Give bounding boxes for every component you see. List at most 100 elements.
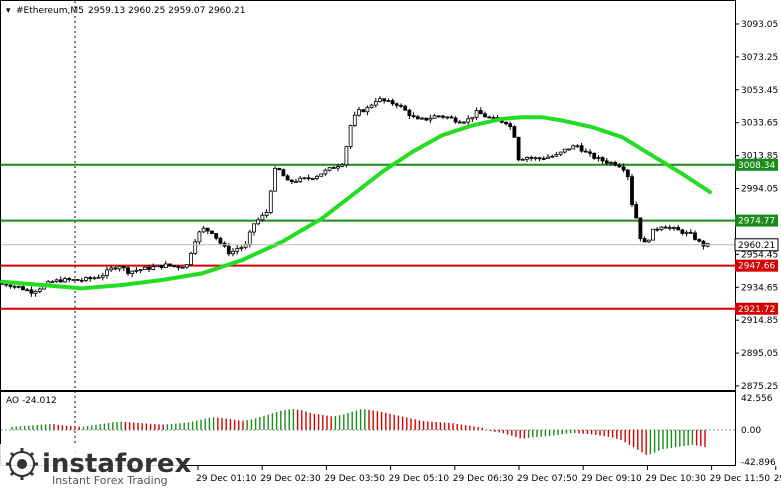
candle-body xyxy=(268,190,273,213)
candle-body xyxy=(138,269,143,271)
level-label: 3008.34 xyxy=(738,161,775,171)
candle-body xyxy=(21,286,25,291)
candle-body xyxy=(596,157,601,159)
candle-body xyxy=(302,177,307,180)
candle-body xyxy=(336,165,340,169)
candle-body xyxy=(210,230,214,234)
price-tick-label: 3053.45 xyxy=(741,86,778,96)
candle-body xyxy=(579,145,584,152)
candle-body xyxy=(546,156,550,159)
candle-body xyxy=(386,100,391,102)
time-tick-label: 29 Dec 05:10 xyxy=(389,474,450,484)
price-tick-label: 3013.85 xyxy=(741,152,778,162)
current-price-box xyxy=(734,238,779,252)
candle-body xyxy=(109,267,114,271)
time-tick-label: 29 Dec 07:50 xyxy=(517,474,578,484)
candle-body xyxy=(403,105,408,111)
candle-body xyxy=(58,279,63,283)
candle-body xyxy=(638,217,643,240)
candle-body xyxy=(260,214,265,221)
candle-body xyxy=(121,265,126,269)
level-label-box xyxy=(735,158,778,171)
candle-body xyxy=(37,288,42,292)
candle-body xyxy=(92,277,97,280)
candle-body xyxy=(117,265,122,270)
candle-body xyxy=(592,152,597,159)
ao-label: AO -24.012 xyxy=(6,396,57,406)
price-tick-label: 2934.65 xyxy=(741,283,778,293)
candle-body xyxy=(634,204,639,219)
candle-body xyxy=(449,116,454,119)
candle-body xyxy=(289,179,294,183)
candle-body xyxy=(310,177,315,180)
candle-body xyxy=(147,266,151,270)
candle-body xyxy=(331,167,336,169)
price-tick-label: 3073.25 xyxy=(741,53,778,63)
candle-body xyxy=(193,241,198,254)
candle-body xyxy=(369,104,374,108)
candle-body xyxy=(352,114,357,126)
candle-body xyxy=(79,279,84,282)
candle-body xyxy=(642,238,647,243)
candle-body xyxy=(264,212,269,216)
candle-body xyxy=(54,279,59,282)
candle-body xyxy=(273,167,277,192)
time-tick-label: 29 Dec 10:30 xyxy=(645,474,706,484)
candle-body xyxy=(432,115,437,119)
candle-body xyxy=(235,248,240,252)
level-label: 2974.77 xyxy=(738,217,775,227)
candle-body xyxy=(197,231,202,243)
candle-body xyxy=(155,264,160,268)
candle-body xyxy=(655,228,660,231)
candle-body xyxy=(693,232,697,240)
price-tick-label: 3093.05 xyxy=(741,20,778,30)
candle-body xyxy=(466,118,471,123)
candle-body xyxy=(436,115,441,118)
time-tick-label: 29 Dec 01:10 xyxy=(196,474,257,484)
candle-body xyxy=(470,116,475,120)
current-price-marker: 2960.21 xyxy=(1,238,779,252)
candle-body xyxy=(340,164,345,167)
ohlc-readout: 2959.13 2960.25 2959.07 2960.21 xyxy=(88,6,245,16)
candle-body xyxy=(8,284,13,287)
ao-tick-label: 42.556 xyxy=(741,394,773,404)
candle-body xyxy=(487,116,492,119)
candle-body xyxy=(415,116,420,120)
candle-body xyxy=(558,151,563,155)
candle-body xyxy=(508,123,513,127)
candle-body xyxy=(533,157,538,160)
candle-body xyxy=(588,151,592,154)
candle-body xyxy=(16,285,21,288)
logo-brand: instaforex xyxy=(42,449,192,479)
candle-body xyxy=(184,264,189,268)
candle-body xyxy=(294,181,298,183)
dropdown-arrow-icon[interactable]: ▾ xyxy=(6,6,11,16)
current-price-label: 2960.21 xyxy=(738,241,775,251)
time-tick-label: 29 Dec 06:30 xyxy=(453,474,514,484)
time-axis: 29 Dec 01:10 29 Dec 02:30 29 Dec 03:50 29 D… xyxy=(196,466,781,484)
instaforex-logo: instaforex Instant Forex Trading xyxy=(0,444,192,489)
candle-body xyxy=(159,264,164,269)
candle-body xyxy=(323,169,328,175)
candle-body xyxy=(180,266,185,269)
time-tick-label: 29 Dec 13:10 xyxy=(774,474,781,484)
candle-body xyxy=(306,177,311,180)
candle-body xyxy=(571,145,576,150)
candle-body xyxy=(676,226,681,231)
candle-body xyxy=(600,157,605,162)
candle-body xyxy=(575,145,580,148)
candle-body xyxy=(583,150,588,153)
candle-body xyxy=(189,252,193,266)
candle-body xyxy=(201,227,206,233)
candle-body xyxy=(25,289,30,292)
candle-body xyxy=(491,116,496,119)
candle-body xyxy=(12,285,17,288)
candle-body xyxy=(168,263,172,267)
logo-tagline: Instant Forex Trading xyxy=(52,474,168,487)
candle-body xyxy=(424,117,429,121)
candle-body xyxy=(550,155,555,158)
candle-body xyxy=(621,166,626,171)
candle-body xyxy=(525,156,529,160)
candle-body xyxy=(541,158,546,160)
